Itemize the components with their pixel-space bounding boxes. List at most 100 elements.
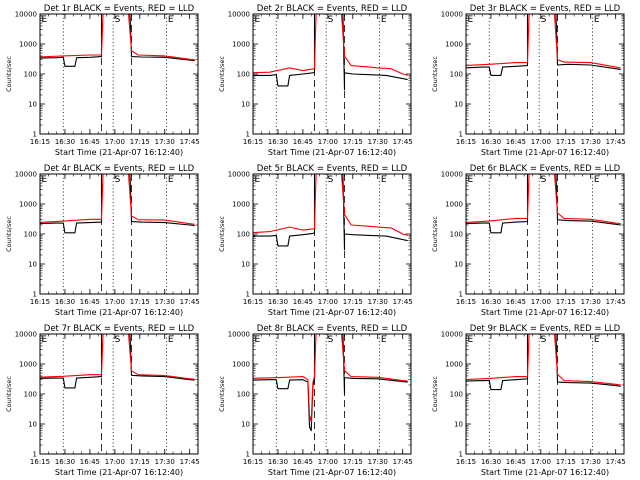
series-line-lld	[253, 334, 408, 423]
x-tick-label: 17:00	[318, 298, 338, 306]
y-tick-label: 100	[237, 71, 250, 79]
y-tick-label: 1	[246, 131, 250, 139]
x-axis-label: Start Time (21-Apr-07 16:12:40)	[55, 308, 183, 317]
y-tick-label: 10000	[228, 11, 250, 19]
x-tick-label: 16:45	[80, 298, 100, 306]
panel: Det 9r BLACK = Events, RED = LLD Counts/s…	[431, 324, 626, 477]
panel-title: Det 7r BLACK = Events, RED = LLD	[44, 324, 195, 334]
series-line-lld	[466, 174, 621, 225]
y-tick-label: 1000	[232, 361, 250, 369]
panel-title: Det 9r BLACK = Events, RED = LLD	[470, 324, 621, 334]
series-line-lld	[466, 334, 621, 386]
x-tick-label: 16:15	[243, 138, 263, 146]
y-tick-label: 10	[28, 261, 37, 269]
series-line-lld	[466, 14, 621, 69]
panel: Det 7r BLACK = Events, RED = LLD Counts/s…	[5, 324, 200, 477]
event-marker-label: E	[594, 15, 600, 25]
x-tick-label: 17:15	[130, 138, 150, 146]
y-tick-label: 10000	[15, 11, 37, 19]
plot-frame	[252, 13, 412, 135]
series-line-events	[466, 334, 621, 391]
event-marker-label: E	[255, 335, 261, 345]
x-tick-label: 17:45	[180, 138, 200, 146]
y-tick-label: 1	[33, 451, 37, 459]
x-tick-label: 17:15	[130, 298, 150, 306]
x-tick-label: 16:45	[80, 138, 100, 146]
y-axis-label: Counts/sec	[218, 376, 226, 412]
y-tick-label: 100	[450, 71, 463, 79]
x-tick-label: 16:30	[268, 298, 288, 306]
x-tick-label: 16:30	[481, 298, 501, 306]
x-tick-label: 16:15	[243, 298, 263, 306]
x-tick-label: 17:30	[581, 458, 601, 466]
x-tick-label: 17:00	[531, 298, 551, 306]
y-tick-label: 100	[450, 391, 463, 399]
y-tick-label: 100	[450, 231, 463, 239]
x-tick-label: 17:30	[155, 138, 175, 146]
y-tick-label: 10000	[15, 171, 37, 179]
panel-title: Det 5r BLACK = Events, RED = LLD	[257, 164, 408, 174]
plot-frame	[252, 333, 412, 455]
x-tick-label: 17:00	[105, 298, 125, 306]
x-tick-label: 16:15	[30, 298, 50, 306]
y-tick-label: 1	[459, 131, 463, 139]
y-tick-label: 1	[33, 291, 37, 299]
event-marker-label: E	[168, 335, 174, 345]
y-tick-label: 1	[459, 291, 463, 299]
x-tick-label: 16:30	[55, 138, 75, 146]
x-tick-label: 16:15	[243, 458, 263, 466]
event-marker-label: E	[42, 335, 48, 345]
x-tick-label: 17:30	[368, 138, 388, 146]
x-tick-label: 17:00	[531, 458, 551, 466]
x-tick-label: 17:15	[556, 298, 576, 306]
panel: Det 5r BLACK = Events, RED = LLD Counts/s…	[218, 164, 413, 317]
event-marker-label: S	[115, 175, 121, 185]
x-tick-label: 16:30	[55, 458, 75, 466]
event-marker-label: S	[328, 15, 334, 25]
y-tick-label: 1000	[445, 201, 463, 209]
y-tick-label: 10000	[228, 331, 250, 339]
x-tick-label: 17:45	[393, 298, 413, 306]
x-tick-label: 16:45	[293, 458, 313, 466]
event-marker-label: S	[541, 15, 547, 25]
y-tick-label: 1000	[445, 41, 463, 49]
event-marker-label: S	[541, 335, 547, 345]
y-tick-label: 1000	[232, 201, 250, 209]
x-tick-label: 17:15	[556, 138, 576, 146]
x-tick-label: 16:45	[506, 458, 526, 466]
plot-frame	[465, 13, 625, 135]
panel: Det 4r BLACK = Events, RED = LLD Counts/s…	[5, 164, 200, 317]
x-tick-label: 17:45	[180, 458, 200, 466]
x-tick-label: 17:00	[531, 138, 551, 146]
y-tick-label: 1000	[19, 361, 37, 369]
x-tick-label: 16:30	[481, 138, 501, 146]
x-tick-label: 17:15	[556, 458, 576, 466]
x-tick-label: 17:30	[368, 458, 388, 466]
y-axis-label: Counts/sec	[5, 216, 13, 252]
y-tick-label: 10000	[228, 171, 250, 179]
x-tick-label: 17:00	[318, 138, 338, 146]
x-tick-label: 17:30	[368, 298, 388, 306]
plot-frame	[39, 13, 199, 135]
plot-frame	[252, 173, 412, 295]
x-tick-label: 17:45	[180, 298, 200, 306]
event-marker-label: E	[168, 15, 174, 25]
y-tick-label: 10	[241, 261, 250, 269]
y-axis-label: Counts/sec	[431, 56, 439, 92]
panel-title: Det 6r BLACK = Events, RED = LLD	[470, 164, 621, 174]
y-tick-label: 1000	[19, 201, 37, 209]
x-axis-label: Start Time (21-Apr-07 16:12:40)	[268, 468, 396, 477]
x-tick-label: 16:45	[506, 138, 526, 146]
y-tick-label: 100	[24, 391, 37, 399]
y-tick-label: 1	[33, 131, 37, 139]
x-tick-label: 16:30	[55, 298, 75, 306]
y-tick-label: 1000	[445, 361, 463, 369]
event-marker-label: E	[381, 15, 387, 25]
y-tick-label: 100	[24, 231, 37, 239]
x-tick-label: 16:45	[80, 458, 100, 466]
x-tick-label: 16:30	[268, 138, 288, 146]
x-tick-label: 17:45	[606, 138, 626, 146]
y-axis-label: Counts/sec	[5, 56, 13, 92]
y-tick-label: 100	[237, 231, 250, 239]
